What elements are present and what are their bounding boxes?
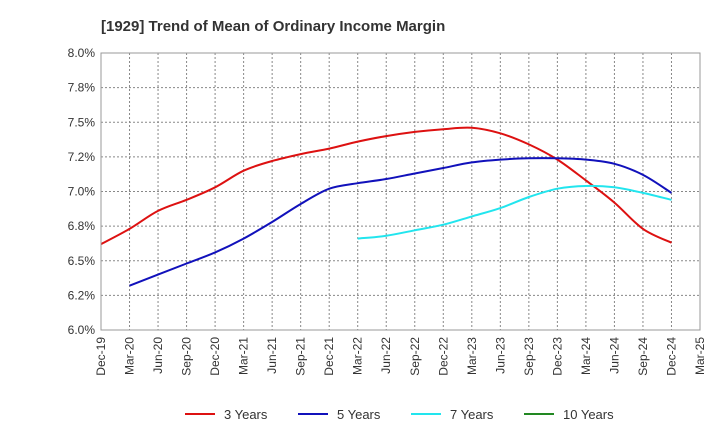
y-tick-label: 7.8% xyxy=(68,81,96,95)
x-tick-label: Jun-20 xyxy=(151,337,165,374)
y-tick-label: 7.2% xyxy=(68,150,96,164)
x-tick-label: Dec-24 xyxy=(664,337,678,376)
x-tick-label: Mar-25 xyxy=(693,337,707,375)
legend-label: 7 Years xyxy=(450,407,494,422)
x-tick-label: Jun-22 xyxy=(379,337,393,374)
x-tick-label: Mar-22 xyxy=(351,337,365,375)
x-axis-tick-labels: Dec-19 Mar-20 Jun-20 Sep-20 Dec-20 Mar-21 Jun-… xyxy=(94,337,707,376)
x-tick-label: Sep-22 xyxy=(408,337,422,376)
series-line-1 xyxy=(129,157,673,287)
x-tick-label: Mar-20 xyxy=(123,337,137,375)
series-line-0 xyxy=(100,126,672,245)
y-tick-label: 6.5% xyxy=(68,254,96,268)
x-tick-label: Jun-21 xyxy=(265,337,279,374)
y-tick-label: 8.0% xyxy=(68,46,96,60)
y-tick-label: 6.8% xyxy=(68,219,96,233)
y-tick-label: 7.0% xyxy=(68,185,96,199)
legend-label: 10 Years xyxy=(563,407,614,422)
legend-item-3: 10 Years xyxy=(524,407,614,422)
series-lines xyxy=(100,126,673,287)
legend-label: 5 Years xyxy=(337,407,381,422)
x-tick-label: Dec-20 xyxy=(208,337,222,376)
y-tick-label: 6.2% xyxy=(68,288,96,302)
legend-item-0: 3 Years xyxy=(185,407,268,422)
legend-item-2: 7 Years xyxy=(411,407,494,422)
x-tick-label: Dec-22 xyxy=(436,337,450,376)
x-tick-label: Jun-23 xyxy=(493,337,507,374)
x-tick-label: Jun-24 xyxy=(607,337,621,374)
x-tick-label: Dec-21 xyxy=(322,337,336,376)
x-tick-label: Mar-21 xyxy=(237,337,251,375)
chart-title: [1929] Trend of Mean of Ordinary Income … xyxy=(101,18,445,35)
plot-border xyxy=(100,52,701,331)
x-tick-label: Sep-21 xyxy=(294,337,308,376)
legend: 3 Years 5 Years 7 Years 10 Years xyxy=(185,407,614,422)
x-tick-label: Sep-23 xyxy=(522,337,536,376)
y-axis-tick-labels: 6.0% 6.2% 6.5% 6.8% 7.0% 7.2% 7.5% 7.8% 8.0% xyxy=(68,46,96,337)
x-tick-label: Sep-24 xyxy=(636,337,650,376)
legend-label: 3 Years xyxy=(224,407,268,422)
series-line-2 xyxy=(357,184,672,240)
x-tick-label: Mar-23 xyxy=(465,337,479,375)
legend-item-1: 5 Years xyxy=(298,407,381,422)
y-tick-label: 6.0% xyxy=(68,323,96,337)
y-tick-label: 7.5% xyxy=(68,115,96,129)
x-tick-label: Dec-19 xyxy=(94,337,108,376)
x-tick-label: Sep-20 xyxy=(180,337,194,376)
x-tick-label: Mar-24 xyxy=(579,337,593,375)
x-tick-label: Dec-23 xyxy=(550,337,564,376)
